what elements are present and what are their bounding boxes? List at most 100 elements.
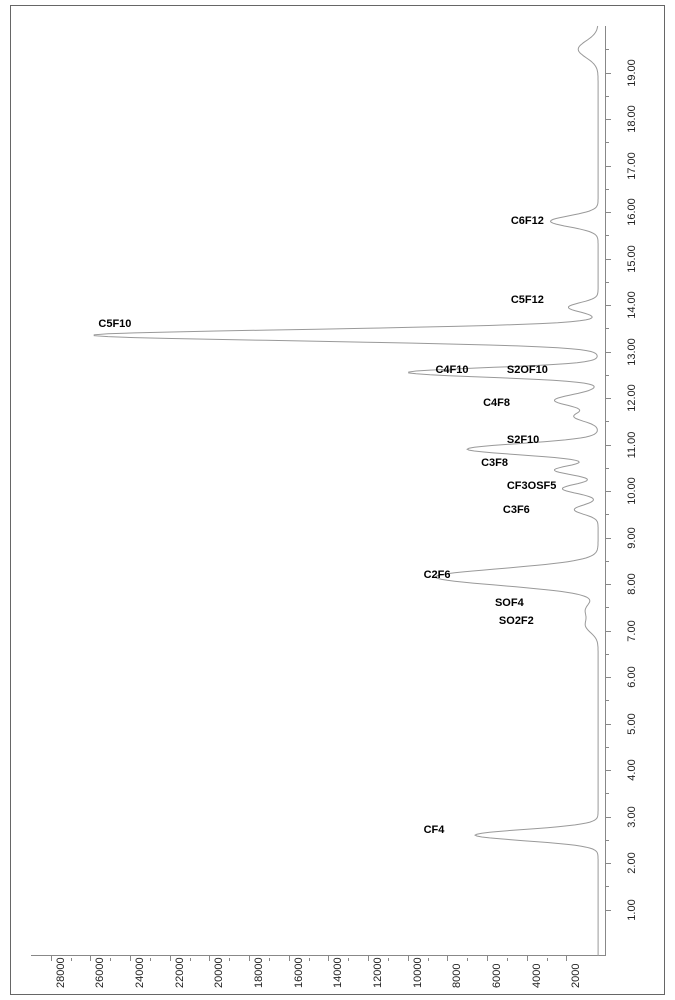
y-tick-label: 17.00: [626, 151, 638, 181]
x-tick: [447, 956, 448, 961]
y-tick-minor: [606, 514, 609, 515]
y-tick-label: 19.00: [626, 58, 638, 88]
x-tick-label: 4000: [531, 964, 543, 988]
x-tick-minor: [348, 958, 349, 961]
y-tick-minor: [606, 886, 609, 887]
x-tick-minor: [309, 958, 310, 961]
y-tick: [606, 73, 611, 74]
y-tick-minor: [606, 328, 609, 329]
peak-label-c3f8: C3F8: [481, 457, 508, 469]
y-tick-minor: [606, 840, 609, 841]
y-tick-label: 8.00: [626, 569, 638, 599]
peak-label-c5f12: C5F12: [511, 294, 544, 306]
y-tick-minor: [606, 189, 609, 190]
y-tick: [606, 445, 611, 446]
x-tick-label: 10000: [412, 957, 424, 988]
x-tick-minor: [507, 958, 508, 961]
peak-label-sof4: SOF4: [495, 597, 524, 609]
y-tick-minor: [606, 793, 609, 794]
y-tick-minor: [606, 375, 609, 376]
y-tick: [606, 770, 611, 771]
y-tick-label: 18.00: [626, 104, 638, 134]
y-tick: [606, 677, 611, 678]
y-tick-label: 4.00: [626, 755, 638, 785]
plot-area: 2000400060008000100001200014000160001800…: [31, 26, 636, 956]
y-tick: [606, 538, 611, 539]
y-tick-label: 2.00: [626, 848, 638, 878]
x-tick: [527, 956, 528, 961]
x-tick: [170, 956, 171, 961]
y-tick-label: 7.00: [626, 616, 638, 646]
peak-label-c5f10: C5F10: [98, 318, 131, 330]
peak-label-so2f2: SO2F2: [499, 615, 534, 627]
y-tick-minor: [606, 49, 609, 50]
y-tick-minor: [606, 421, 609, 422]
y-tick-minor: [606, 282, 609, 283]
y-tick-label: 14.00: [626, 290, 638, 320]
x-tick: [368, 956, 369, 961]
y-tick-minor: [606, 96, 609, 97]
peak-label-c4f8: C4F8: [483, 397, 510, 409]
x-tick-minor: [269, 958, 270, 961]
peak-label-c2f6: C2F6: [424, 569, 451, 581]
y-tick-label: 1.00: [626, 895, 638, 925]
y-tick: [606, 584, 611, 585]
y-tick: [606, 398, 611, 399]
y-tick: [606, 305, 611, 306]
y-tick: [606, 491, 611, 492]
x-tick-label: 6000: [491, 964, 503, 988]
y-tick-minor: [606, 142, 609, 143]
y-tick: [606, 631, 611, 632]
x-tick: [487, 956, 488, 961]
y-tick-label: 10.00: [626, 476, 638, 506]
x-tick-minor: [388, 958, 389, 961]
x-tick: [249, 956, 250, 961]
y-tick: [606, 352, 611, 353]
y-tick-label: 9.00: [626, 523, 638, 553]
x-tick-label: 2000: [570, 964, 582, 988]
x-tick: [289, 956, 290, 961]
y-tick: [606, 910, 611, 911]
x-tick-label: 18000: [253, 957, 265, 988]
x-tick-label: 28000: [55, 957, 67, 988]
peak-label-c3f6: C3F6: [503, 504, 530, 516]
y-tick-label: 15.00: [626, 244, 638, 274]
y-tick-minor: [606, 468, 609, 469]
y-tick: [606, 166, 611, 167]
x-tick: [130, 956, 131, 961]
y-tick: [606, 259, 611, 260]
peak-label-cf3osf5: CF3OSF5: [507, 480, 557, 492]
y-tick-label: 6.00: [626, 662, 638, 692]
y-tick-minor: [606, 700, 609, 701]
y-tick-minor: [606, 561, 609, 562]
x-tick-minor: [190, 958, 191, 961]
x-tick: [328, 956, 329, 961]
y-tick-label: 11.00: [626, 430, 638, 460]
y-tick: [606, 724, 611, 725]
peak-label-s2f10: S2F10: [507, 434, 539, 446]
y-tick-minor: [606, 654, 609, 655]
x-tick-minor: [110, 958, 111, 961]
x-tick-minor: [229, 958, 230, 961]
x-tick: [566, 956, 567, 961]
peak-label-c6f12: C6F12: [511, 215, 544, 227]
x-tick-minor: [428, 958, 429, 961]
y-tick-label: 5.00: [626, 709, 638, 739]
y-tick: [606, 212, 611, 213]
y-tick-label: 13.00: [626, 337, 638, 367]
y-tick: [606, 863, 611, 864]
x-tick-label: 12000: [372, 957, 384, 988]
x-tick-label: 16000: [293, 957, 305, 988]
x-tick-label: 22000: [174, 957, 186, 988]
x-tick: [90, 956, 91, 961]
y-tick-minor: [606, 607, 609, 608]
x-tick-minor: [467, 958, 468, 961]
x-tick: [408, 956, 409, 961]
x-tick: [209, 956, 210, 961]
peak-label-c4f10: C4F10: [435, 364, 468, 376]
chart-frame: 2000400060008000100001200014000160001800…: [10, 5, 665, 995]
x-tick-label: 8000: [451, 964, 463, 988]
x-tick-minor: [71, 958, 72, 961]
y-tick: [606, 817, 611, 818]
y-tick-label: 12.00: [626, 383, 638, 413]
